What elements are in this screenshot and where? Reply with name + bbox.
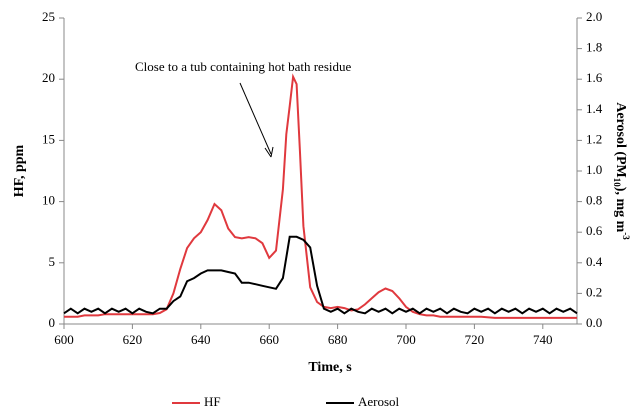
arrow-head: [264, 146, 274, 158]
y2-tick-label: 0.8: [586, 193, 602, 208]
x-tick-label: 700: [396, 332, 416, 347]
x-tick-label: 660: [259, 332, 279, 347]
y-tick-label: 10: [42, 193, 55, 208]
y2-tick-label: 1.4: [586, 101, 603, 116]
x-tick-label: 680: [328, 332, 348, 347]
legend-label: Aerosol: [358, 394, 400, 409]
y2-tick-label: 2.0: [586, 9, 602, 24]
series-line: [64, 73, 577, 319]
series-line: [63, 235, 578, 315]
y-tick-label: 20: [42, 70, 55, 85]
annotation-arrow: [239, 82, 272, 155]
y2-title-sub: 10: [612, 178, 622, 188]
x-tick-label: 620: [123, 332, 143, 347]
y2-title-sup: -3: [621, 232, 631, 240]
y2-tick-label: 0.4: [586, 254, 603, 269]
y-tick-label: 5: [49, 254, 56, 269]
annotation: Close to a tub containing hot bath resid…: [135, 59, 351, 74]
y2-tick-label: 1.2: [586, 131, 602, 146]
y2-tick-label: 1.0: [586, 162, 602, 177]
y-tick-label: 0: [49, 315, 56, 330]
y2-title-part: Aerosol (PM: [613, 102, 628, 178]
y2-tick-label: 1.6: [586, 70, 603, 85]
x-tick-label: 720: [465, 332, 485, 347]
legend-label: HF: [204, 394, 221, 409]
x-axis-title: Time, s: [308, 360, 352, 375]
y2-tick-label: 0.0: [586, 315, 602, 330]
y2-tick-label: 0.6: [586, 223, 603, 238]
y-axis-title: HF, ppm: [12, 144, 27, 197]
x-tick-label: 600: [54, 332, 74, 347]
y2-tick-label: 0.2: [586, 284, 602, 299]
x-tick-label: 640: [191, 332, 211, 347]
y-tick-label: 15: [42, 131, 55, 146]
y-tick-label: 25: [42, 9, 55, 24]
y2-tick-label: 1.8: [586, 40, 602, 55]
y2-axis-title: Aerosol (PM10), mg m-3: [612, 102, 631, 240]
x-tick-label: 740: [533, 332, 553, 347]
y2-title-part: ), mg m: [613, 187, 628, 233]
